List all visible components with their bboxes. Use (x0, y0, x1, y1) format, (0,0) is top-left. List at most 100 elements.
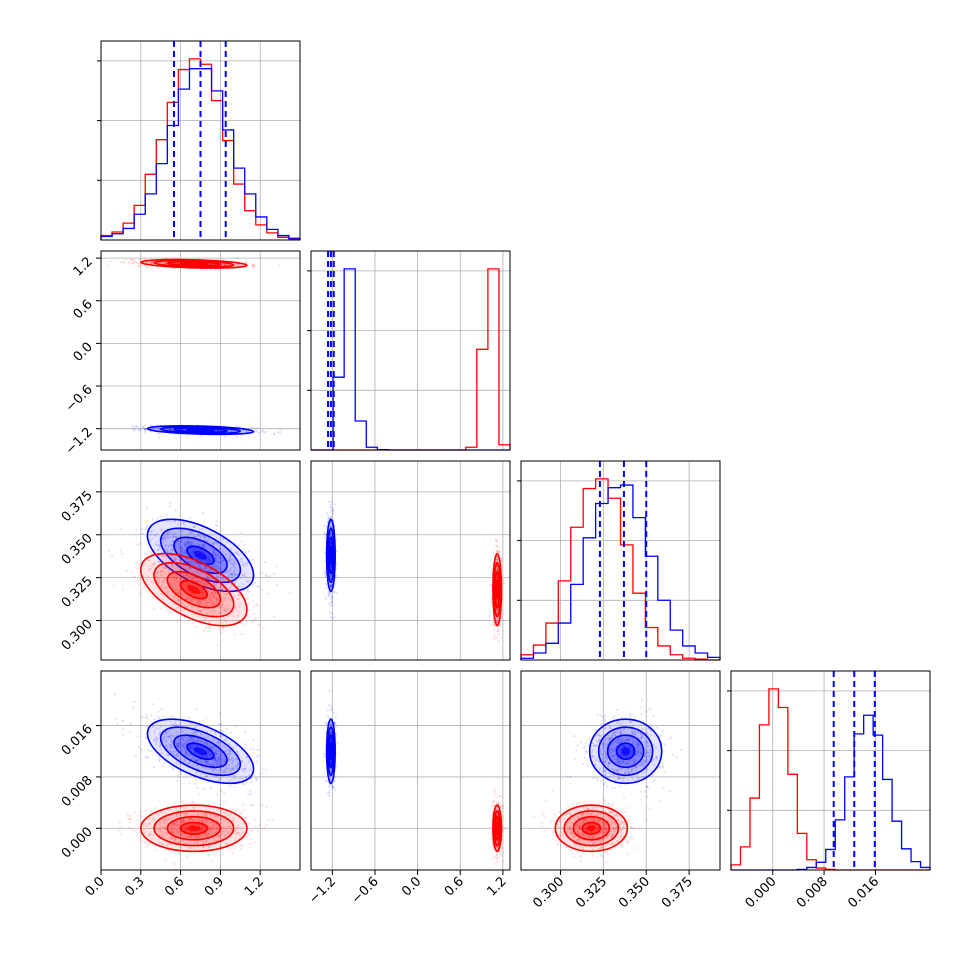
scatter-point (199, 610, 202, 613)
scatter-point (176, 539, 180, 543)
histogram-panel-2 (517, 460, 721, 661)
scatter-point (157, 544, 161, 547)
scatter-point (120, 552, 124, 555)
scatter-point (244, 764, 247, 767)
scatter-point (233, 606, 237, 610)
scatter-point (246, 620, 249, 623)
scatter-point (218, 618, 222, 621)
scatter-point (497, 551, 500, 554)
scatter-panel-2-1 (310, 460, 511, 661)
scatter-point (209, 601, 212, 604)
scatter-point (497, 550, 501, 553)
scatter-point (233, 569, 236, 572)
scatter-point (495, 558, 499, 562)
scatter-point (143, 424, 146, 427)
scatter-point (166, 555, 169, 558)
scatter-point (142, 587, 145, 590)
scatter-point (212, 595, 215, 598)
scatter-point (329, 585, 333, 588)
scatter-point (157, 561, 160, 564)
scatter-point (257, 585, 261, 588)
scatter-point (228, 570, 231, 573)
scatter-point (192, 525, 195, 529)
scatter-point (503, 582, 506, 585)
scatter-point (214, 752, 218, 755)
scatter-point (134, 579, 137, 582)
scatter-point (144, 427, 147, 431)
scatter-point (211, 578, 214, 581)
scatter-point (147, 575, 150, 578)
scatter-point (194, 771, 197, 774)
scatter-point (180, 727, 183, 731)
scatter-point (245, 593, 248, 596)
scatter-point (192, 743, 195, 746)
scatter-point (229, 749, 232, 752)
scatter-point (214, 584, 218, 587)
scatter-point (198, 579, 201, 582)
scatter-point (223, 563, 226, 566)
scatter-point (195, 778, 198, 781)
scatter-point (181, 573, 184, 576)
scatter-point (238, 605, 241, 608)
scatter-point (211, 767, 215, 771)
scatter-point (143, 584, 146, 587)
scatter-point (144, 427, 147, 430)
scatter-point (193, 758, 196, 761)
scatter-point (178, 262, 181, 265)
scatter-point (174, 584, 177, 587)
scatter-point (151, 424, 154, 427)
scatter-point (199, 609, 202, 612)
scatter-point (253, 581, 257, 585)
scatter-point (208, 746, 212, 749)
scatter-point (212, 602, 215, 605)
scatter-point (232, 565, 235, 568)
scatter-point (167, 531, 170, 534)
scatter-point (166, 531, 169, 535)
scatter-point (213, 429, 216, 432)
scatter-point (167, 754, 170, 758)
scatter-point (201, 755, 205, 758)
scatter-point (228, 770, 231, 773)
scatter-point (171, 548, 174, 552)
scatter-point (189, 532, 192, 535)
scatter-point (196, 759, 199, 762)
scatter-point (214, 557, 217, 560)
contour-line (495, 579, 500, 600)
scatter-point (122, 261, 126, 264)
scatter-point (260, 633, 263, 636)
scatter-point (185, 582, 189, 586)
scatter-point (495, 619, 498, 622)
scatter-point (207, 558, 210, 561)
scatter-point (228, 749, 231, 753)
scatter-point (195, 595, 198, 598)
scatter-point (197, 599, 200, 602)
scatter-point (169, 543, 173, 547)
scatter-point (201, 573, 205, 576)
scatter-point (215, 768, 218, 771)
scatter-point (168, 735, 171, 738)
scatter-point (493, 634, 496, 637)
scatter-point (190, 542, 193, 545)
scatter-point (204, 627, 208, 630)
scatter-point (213, 752, 216, 755)
scatter-point (214, 556, 217, 560)
scatter-point (191, 739, 194, 742)
scatter-point (254, 430, 258, 433)
scatter-point (194, 561, 197, 565)
scatter-point (190, 736, 194, 739)
scatter-point (250, 620, 254, 623)
scatter-point (186, 574, 189, 577)
scatter-point (237, 544, 240, 547)
scatter-point (200, 567, 203, 570)
scatter-point (202, 629, 206, 633)
scatter-point (195, 725, 198, 728)
scatter-point (206, 584, 210, 587)
scatter-point (200, 579, 203, 582)
scatter-point (168, 427, 171, 431)
scatter-point (329, 577, 332, 580)
scatter-point (187, 561, 190, 564)
scatter-point (180, 602, 183, 605)
scatter-point (164, 567, 167, 570)
scatter-point (208, 753, 211, 756)
scatter-point (153, 766, 156, 769)
